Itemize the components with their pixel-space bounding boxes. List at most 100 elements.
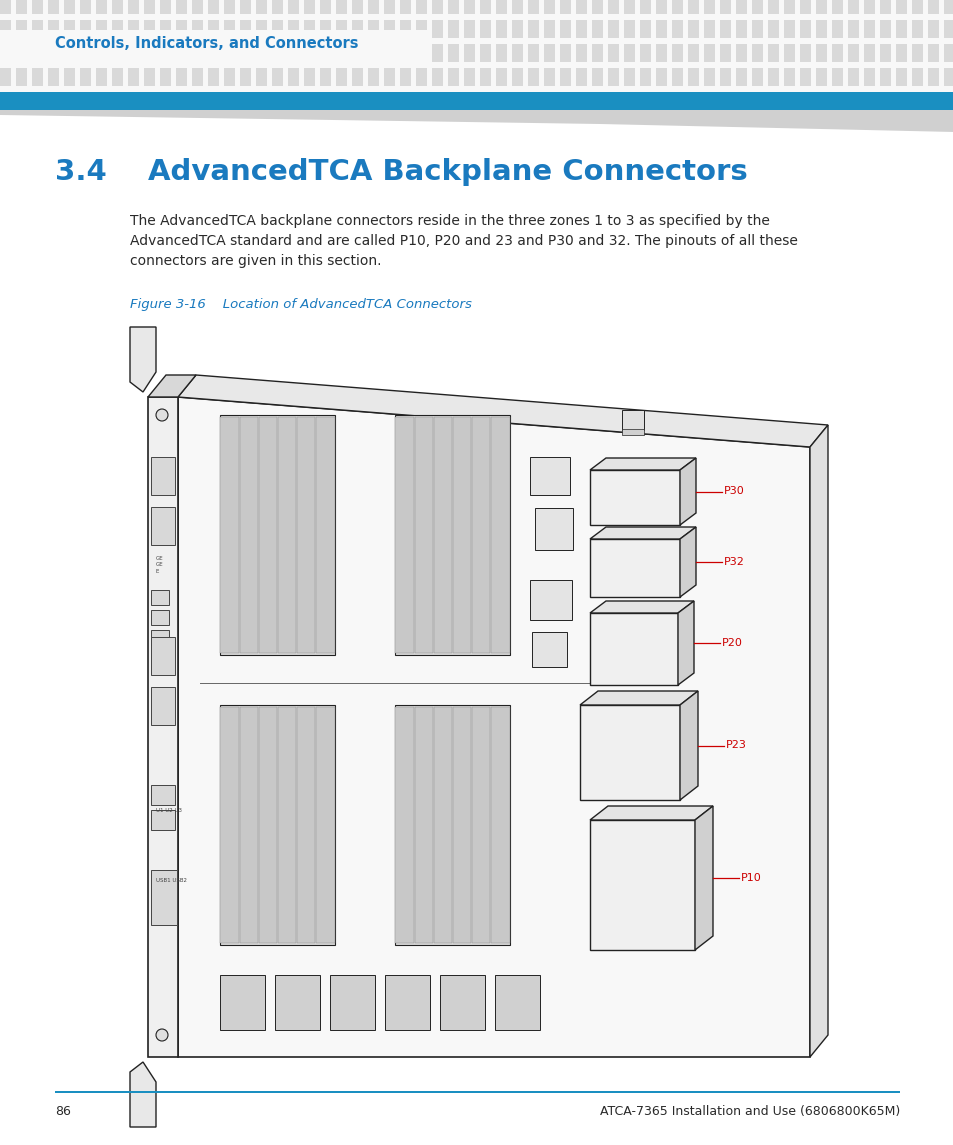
- Text: USB1 USB2: USB1 USB2: [156, 877, 187, 883]
- Bar: [703, 0, 714, 14]
- Bar: [416, 44, 427, 62]
- Bar: [240, 44, 251, 62]
- Bar: [751, 68, 762, 86]
- Bar: [384, 19, 395, 38]
- Bar: [274, 976, 319, 1030]
- Bar: [751, 44, 762, 62]
- Bar: [783, 44, 794, 62]
- Bar: [463, 19, 475, 38]
- Bar: [64, 0, 75, 14]
- Bar: [288, 19, 298, 38]
- Polygon shape: [589, 613, 678, 685]
- Text: 86: 86: [55, 1105, 71, 1118]
- Bar: [272, 68, 283, 86]
- Bar: [543, 0, 555, 14]
- Polygon shape: [148, 376, 195, 397]
- Text: P32: P32: [723, 556, 744, 567]
- Bar: [911, 68, 923, 86]
- Bar: [607, 68, 618, 86]
- Bar: [592, 19, 602, 38]
- Bar: [399, 19, 411, 38]
- Bar: [319, 68, 331, 86]
- Bar: [639, 0, 650, 14]
- Bar: [621, 429, 643, 435]
- Bar: [720, 68, 730, 86]
- Bar: [220, 414, 335, 655]
- Bar: [512, 19, 522, 38]
- Bar: [415, 706, 433, 943]
- Bar: [96, 68, 107, 86]
- Bar: [255, 44, 267, 62]
- Bar: [144, 44, 154, 62]
- Bar: [368, 19, 378, 38]
- Bar: [576, 44, 586, 62]
- Bar: [527, 19, 538, 38]
- Bar: [687, 19, 699, 38]
- Bar: [192, 68, 203, 86]
- Bar: [192, 19, 203, 38]
- Bar: [496, 19, 506, 38]
- Bar: [463, 0, 475, 14]
- Bar: [32, 44, 43, 62]
- Bar: [128, 68, 139, 86]
- Bar: [160, 44, 171, 62]
- Bar: [559, 44, 571, 62]
- Polygon shape: [130, 1063, 156, 1127]
- Bar: [255, 68, 267, 86]
- Bar: [208, 68, 219, 86]
- Bar: [384, 44, 395, 62]
- Polygon shape: [178, 397, 809, 1057]
- Bar: [479, 68, 491, 86]
- Bar: [384, 68, 395, 86]
- Bar: [671, 44, 682, 62]
- Bar: [847, 44, 858, 62]
- Bar: [352, 0, 363, 14]
- Bar: [527, 44, 538, 62]
- Bar: [175, 44, 187, 62]
- Polygon shape: [679, 527, 696, 597]
- Bar: [395, 417, 414, 653]
- Bar: [160, 0, 171, 14]
- Bar: [751, 0, 762, 14]
- Bar: [224, 0, 234, 14]
- Bar: [687, 0, 699, 14]
- Bar: [151, 610, 169, 625]
- Bar: [720, 44, 730, 62]
- Bar: [639, 44, 650, 62]
- Bar: [623, 44, 635, 62]
- Bar: [0, 19, 11, 38]
- Bar: [720, 19, 730, 38]
- Bar: [512, 68, 522, 86]
- Bar: [543, 19, 555, 38]
- Bar: [255, 0, 267, 14]
- Bar: [767, 19, 779, 38]
- Polygon shape: [589, 539, 679, 597]
- Bar: [735, 19, 746, 38]
- Bar: [48, 19, 59, 38]
- Bar: [32, 0, 43, 14]
- Bar: [623, 0, 635, 14]
- Bar: [576, 68, 586, 86]
- Bar: [432, 0, 442, 14]
- Bar: [80, 68, 91, 86]
- Bar: [800, 44, 810, 62]
- Bar: [639, 68, 650, 86]
- Bar: [527, 68, 538, 86]
- Bar: [943, 19, 953, 38]
- Bar: [128, 19, 139, 38]
- Bar: [895, 0, 906, 14]
- Bar: [656, 44, 666, 62]
- Bar: [543, 68, 555, 86]
- Bar: [319, 19, 331, 38]
- Bar: [32, 68, 43, 86]
- Bar: [479, 19, 491, 38]
- Bar: [895, 44, 906, 62]
- Bar: [395, 706, 414, 943]
- Bar: [911, 19, 923, 38]
- Bar: [399, 44, 411, 62]
- Bar: [208, 44, 219, 62]
- Bar: [530, 581, 572, 619]
- Bar: [0, 30, 430, 64]
- Text: The AdvancedTCA backplane connectors reside in the three zones 1 to 3 as specifi: The AdvancedTCA backplane connectors res…: [130, 214, 769, 228]
- Polygon shape: [178, 376, 827, 447]
